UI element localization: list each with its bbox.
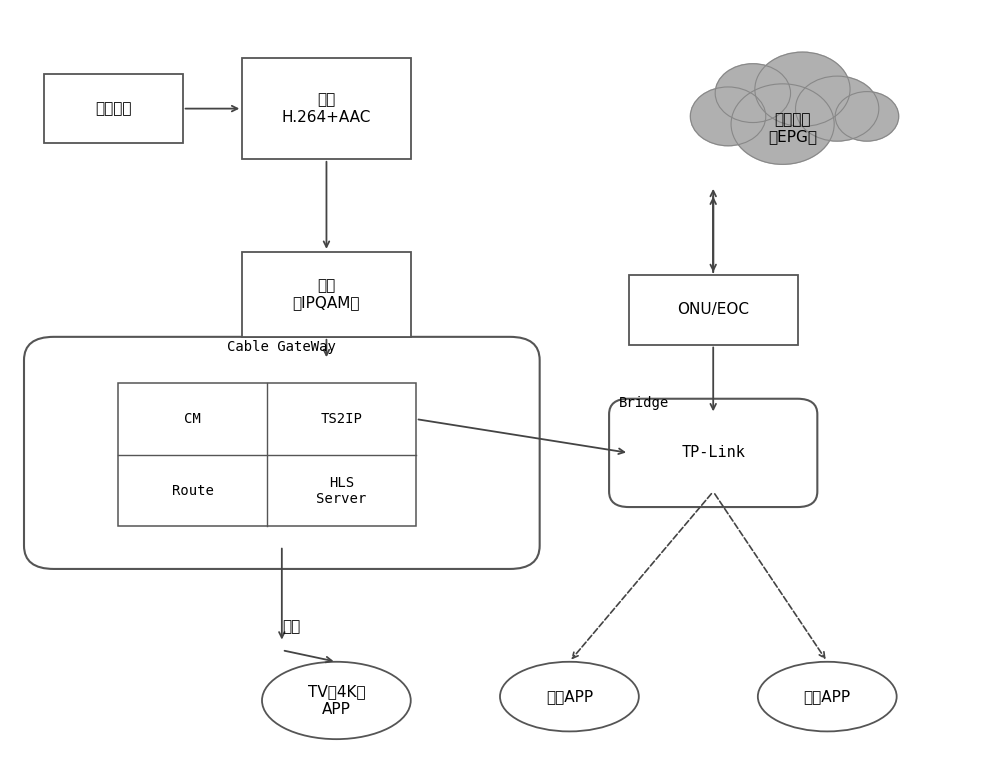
- Text: Cable GateWay: Cable GateWay: [227, 340, 336, 354]
- Circle shape: [835, 91, 899, 141]
- Text: CM: CM: [184, 412, 201, 426]
- Text: TV（4K）
APP: TV（4K） APP: [308, 684, 365, 716]
- FancyBboxPatch shape: [609, 399, 817, 507]
- Circle shape: [715, 64, 791, 123]
- FancyBboxPatch shape: [24, 337, 540, 569]
- Text: TS2IP: TS2IP: [320, 412, 362, 426]
- Text: 转码
H.264+AAC: 转码 H.264+AAC: [282, 92, 371, 125]
- Bar: [242, 59, 411, 159]
- Text: HLS
Server: HLS Server: [316, 475, 366, 506]
- Ellipse shape: [758, 662, 897, 731]
- Text: 手机APP: 手机APP: [546, 689, 593, 704]
- Text: 推流
（IPQAM）: 推流 （IPQAM）: [293, 278, 360, 310]
- Bar: [44, 74, 183, 143]
- Text: TP-Link: TP-Link: [681, 446, 745, 461]
- Text: 双向系统
（EPG）: 双向系统 （EPG）: [768, 112, 817, 144]
- Bar: [118, 383, 416, 526]
- Ellipse shape: [262, 662, 411, 739]
- Bar: [242, 252, 411, 337]
- Bar: [629, 275, 798, 345]
- Text: 直播前端: 直播前端: [95, 101, 132, 116]
- Circle shape: [731, 84, 834, 164]
- Circle shape: [690, 87, 766, 145]
- Text: Route: Route: [172, 483, 214, 497]
- Text: 手机APP: 手机APP: [804, 689, 851, 704]
- Text: 组播: 组播: [283, 619, 301, 634]
- Ellipse shape: [500, 662, 639, 731]
- Circle shape: [755, 52, 850, 127]
- Text: Bridge: Bridge: [619, 396, 669, 411]
- Circle shape: [796, 76, 879, 141]
- Text: ONU/EOC: ONU/EOC: [677, 303, 749, 317]
